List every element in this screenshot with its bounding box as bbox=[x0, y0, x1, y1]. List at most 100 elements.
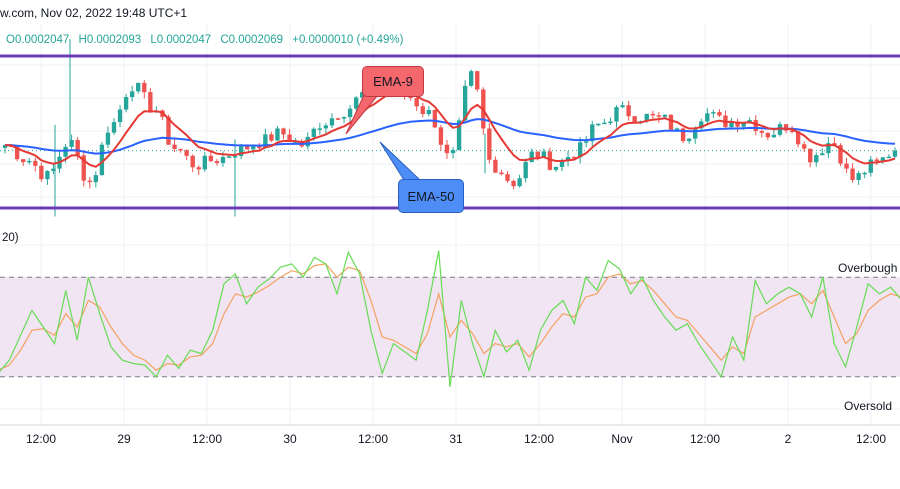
oscillator-main-line bbox=[0, 250, 900, 387]
candle bbox=[462, 80, 468, 123]
candle bbox=[275, 125, 280, 141]
candle bbox=[251, 145, 256, 155]
candle bbox=[668, 114, 674, 131]
oscillator-band bbox=[0, 277, 900, 377]
candle bbox=[886, 154, 892, 159]
close-value: C0.0002069 bbox=[220, 34, 284, 46]
candle bbox=[45, 170, 50, 185]
candle bbox=[892, 147, 898, 159]
candle bbox=[856, 170, 861, 185]
candle bbox=[438, 124, 444, 151]
candle bbox=[711, 109, 716, 119]
candle bbox=[523, 158, 528, 183]
candle bbox=[469, 69, 474, 88]
candle bbox=[202, 152, 207, 172]
candle bbox=[565, 151, 571, 167]
candle bbox=[226, 155, 232, 158]
time-tick: 31 bbox=[449, 432, 463, 446]
candle bbox=[511, 179, 516, 190]
candle bbox=[136, 82, 141, 94]
candle bbox=[172, 138, 177, 153]
candle bbox=[759, 129, 764, 138]
change-value: +0.0000010 (+0.49%) bbox=[292, 34, 404, 46]
candle bbox=[608, 117, 613, 126]
time-tick: 12:00 bbox=[25, 432, 57, 446]
candle bbox=[838, 143, 843, 166]
candle bbox=[456, 117, 462, 151]
ema-50-callout[interactable]: EMA-50 bbox=[398, 179, 464, 213]
candle bbox=[814, 152, 819, 167]
time-tick: 12:00 bbox=[357, 432, 389, 446]
candle bbox=[317, 122, 323, 135]
candle bbox=[650, 110, 655, 119]
time-tick: Nov bbox=[611, 432, 633, 446]
candle bbox=[87, 177, 92, 189]
oversold-label: Oversold bbox=[844, 399, 893, 413]
candle bbox=[844, 157, 849, 173]
candle bbox=[341, 116, 347, 124]
time-tick: 12:00 bbox=[689, 432, 721, 446]
candle bbox=[432, 109, 438, 129]
ema-50-callout-pointer bbox=[379, 141, 422, 181]
candle bbox=[614, 105, 619, 128]
symbol-header: w.com, Nov 02, 2022 19:48 UTC+1 bbox=[0, 6, 188, 20]
candle bbox=[323, 123, 329, 135]
candle bbox=[426, 106, 431, 117]
candle bbox=[21, 158, 26, 166]
candle bbox=[281, 127, 286, 140]
candle bbox=[51, 164, 56, 175]
candle bbox=[129, 85, 135, 102]
candle bbox=[335, 117, 341, 120]
ema-50-line bbox=[5, 118, 896, 155]
candle bbox=[826, 137, 831, 159]
candle bbox=[123, 93, 129, 113]
candle bbox=[686, 138, 692, 144]
time-tick: 30 bbox=[283, 432, 297, 446]
candle bbox=[99, 141, 105, 176]
candle bbox=[329, 113, 335, 129]
candle bbox=[584, 135, 589, 148]
time-tick: 2 bbox=[784, 432, 792, 446]
candle bbox=[874, 157, 879, 166]
candle bbox=[571, 156, 577, 159]
candle bbox=[33, 157, 38, 172]
candle bbox=[626, 100, 631, 121]
candle bbox=[656, 111, 662, 123]
candle bbox=[596, 123, 601, 127]
candle bbox=[753, 115, 758, 136]
time-tick: 29 bbox=[117, 432, 131, 446]
low-value: L0.0002047 bbox=[150, 34, 212, 46]
candle bbox=[602, 118, 607, 125]
candle bbox=[795, 131, 801, 148]
candle bbox=[208, 150, 214, 163]
candle bbox=[529, 148, 534, 163]
candle bbox=[117, 104, 123, 127]
candle bbox=[420, 103, 425, 118]
candle bbox=[717, 109, 722, 118]
candle bbox=[196, 165, 201, 176]
time-tick: 12:00 bbox=[855, 432, 887, 446]
candle bbox=[850, 163, 855, 183]
open-value: O0.0002047 bbox=[6, 34, 70, 46]
candle bbox=[820, 148, 825, 156]
candle bbox=[353, 95, 359, 111]
oscillator-label: 20) bbox=[2, 232, 19, 244]
candle bbox=[178, 148, 183, 153]
candle bbox=[184, 149, 189, 160]
candle bbox=[347, 104, 353, 124]
candle bbox=[450, 147, 456, 159]
candle bbox=[111, 117, 117, 136]
candle bbox=[590, 120, 595, 148]
candle bbox=[269, 131, 274, 142]
ema-9-callout[interactable]: EMA-9 bbox=[362, 66, 424, 97]
candle bbox=[868, 155, 873, 177]
ohlc-readout: O0.0002047 H0.0002093 L0.0002047 C0.0002… bbox=[6, 34, 410, 46]
oscillator-signal-line bbox=[0, 263, 900, 371]
time-tick: 12:00 bbox=[523, 432, 555, 446]
candle bbox=[808, 148, 813, 168]
candle bbox=[699, 118, 704, 132]
candle bbox=[801, 141, 807, 153]
candle bbox=[553, 166, 559, 172]
candle bbox=[93, 171, 99, 188]
